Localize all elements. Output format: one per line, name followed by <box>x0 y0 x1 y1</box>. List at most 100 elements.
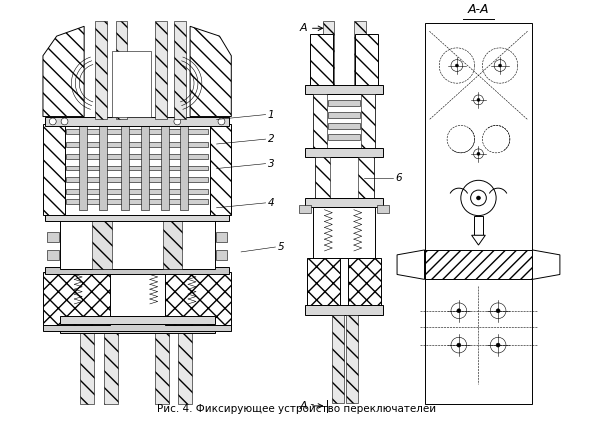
Circle shape <box>461 180 496 216</box>
Bar <box>313 94 375 148</box>
Bar <box>45 266 229 275</box>
Bar <box>43 324 231 331</box>
Text: 3: 3 <box>268 159 274 169</box>
Circle shape <box>474 149 483 159</box>
Bar <box>178 330 192 404</box>
Bar <box>43 124 64 214</box>
Bar <box>47 232 59 242</box>
Bar <box>155 22 167 119</box>
Polygon shape <box>533 250 560 279</box>
Bar <box>121 126 129 210</box>
Bar <box>115 22 127 119</box>
Bar <box>60 316 215 333</box>
Bar <box>99 126 107 210</box>
Bar <box>45 117 229 126</box>
Bar <box>95 22 107 119</box>
Bar <box>215 250 227 260</box>
Bar <box>328 134 360 140</box>
Circle shape <box>451 60 463 71</box>
Bar <box>67 142 208 147</box>
Bar <box>215 232 227 242</box>
Bar <box>348 258 381 305</box>
Circle shape <box>448 259 460 271</box>
Bar <box>328 112 360 118</box>
Text: 2: 2 <box>268 134 274 144</box>
Bar <box>155 330 168 404</box>
Bar <box>333 315 344 403</box>
Bar <box>60 217 215 269</box>
Bar <box>315 157 330 198</box>
Bar <box>209 124 231 214</box>
Polygon shape <box>397 250 424 279</box>
Bar <box>161 126 168 210</box>
Text: 4: 4 <box>268 198 274 208</box>
Bar <box>354 22 366 85</box>
Bar <box>424 23 533 404</box>
Text: А: А <box>299 23 307 33</box>
Polygon shape <box>112 51 151 117</box>
Circle shape <box>490 337 506 353</box>
Bar <box>47 250 59 260</box>
Bar <box>141 126 149 210</box>
Bar <box>424 250 533 279</box>
Bar <box>180 126 188 210</box>
Bar <box>162 217 182 269</box>
Polygon shape <box>190 26 231 117</box>
Bar <box>310 34 333 85</box>
Bar <box>67 199 208 204</box>
Bar <box>328 124 360 129</box>
Bar <box>313 207 375 258</box>
Text: 1: 1 <box>268 110 274 120</box>
Text: А: А <box>299 401 307 411</box>
Circle shape <box>457 309 461 313</box>
Bar <box>355 34 378 85</box>
Bar <box>80 330 94 404</box>
Circle shape <box>477 99 480 102</box>
Text: 5: 5 <box>277 242 284 252</box>
Bar <box>305 148 383 157</box>
Circle shape <box>174 118 181 125</box>
Bar <box>45 211 229 220</box>
Bar <box>307 258 340 305</box>
Text: А-А: А-А <box>468 3 489 16</box>
Circle shape <box>497 259 509 271</box>
Circle shape <box>499 64 502 67</box>
Bar <box>67 177 208 182</box>
Bar <box>474 216 483 235</box>
Circle shape <box>477 152 480 155</box>
Bar <box>43 272 109 325</box>
Circle shape <box>457 343 461 347</box>
Circle shape <box>496 343 500 347</box>
Bar <box>92 217 112 269</box>
Bar <box>67 165 208 170</box>
Bar <box>67 154 208 159</box>
Bar <box>174 22 186 119</box>
Bar <box>165 272 231 325</box>
Bar <box>67 189 208 194</box>
Bar <box>305 85 383 94</box>
Circle shape <box>451 337 466 353</box>
Circle shape <box>474 95 483 105</box>
Polygon shape <box>472 235 486 245</box>
Text: Рис. 4. Фиксирующее устройство переключателей: Рис. 4. Фиксирующее устройство переключа… <box>158 404 437 414</box>
Circle shape <box>502 263 505 266</box>
Bar <box>305 198 383 207</box>
Circle shape <box>452 263 455 266</box>
Bar <box>358 157 374 198</box>
Bar <box>322 22 334 85</box>
Circle shape <box>496 309 500 313</box>
Bar <box>299 205 311 213</box>
Bar <box>377 205 389 213</box>
Circle shape <box>451 303 466 319</box>
Circle shape <box>490 303 506 319</box>
Circle shape <box>61 118 68 125</box>
Bar <box>79 126 87 210</box>
Circle shape <box>455 64 458 67</box>
Bar <box>315 157 374 198</box>
Bar <box>64 124 209 214</box>
Bar <box>328 100 360 106</box>
Bar <box>361 94 375 148</box>
Text: 6: 6 <box>395 173 402 183</box>
Bar <box>60 316 215 324</box>
Circle shape <box>494 60 506 71</box>
